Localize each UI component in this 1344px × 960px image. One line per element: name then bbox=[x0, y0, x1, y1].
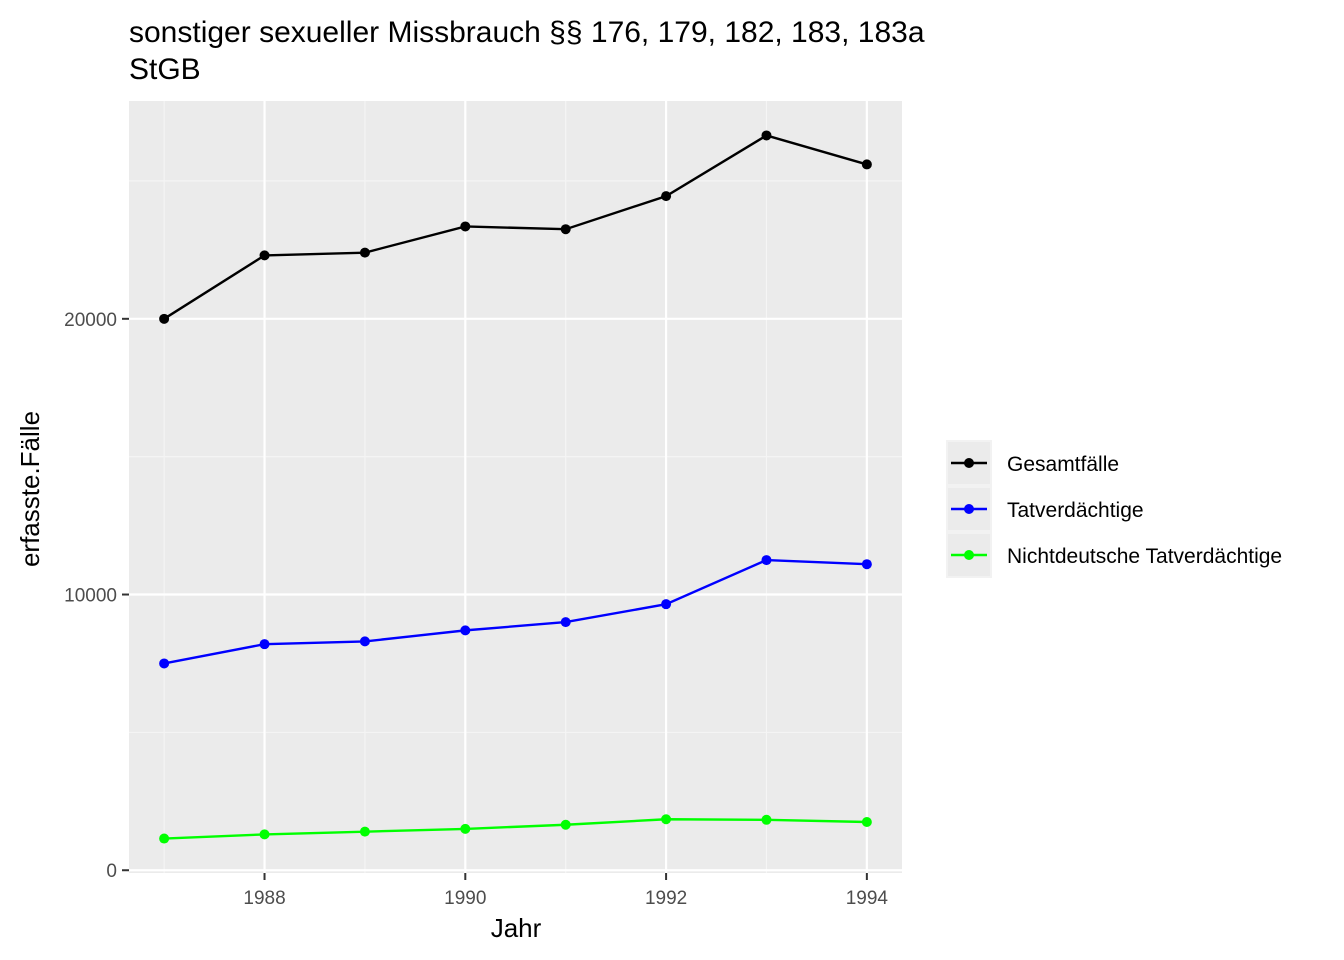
legend-label: Nichtdeutsche Tatverdächtige bbox=[1007, 545, 1282, 568]
series-line-1 bbox=[163, 558, 867, 665]
data-point bbox=[661, 191, 672, 202]
data-point bbox=[661, 814, 672, 825]
data-point bbox=[761, 130, 772, 141]
data-point bbox=[761, 555, 772, 566]
chart-title-line-2: StGB bbox=[129, 53, 201, 86]
data-point bbox=[159, 833, 170, 844]
tick-labels: 0 10000 20000 1988 1990 1992 1994 bbox=[64, 310, 888, 909]
series-line-2 bbox=[164, 818, 867, 840]
data-point bbox=[159, 658, 170, 669]
data-point bbox=[861, 816, 872, 827]
data-point bbox=[359, 636, 370, 647]
data-point bbox=[460, 625, 471, 636]
axis-ticks bbox=[122, 317, 868, 880]
y-tick-label: 20000 bbox=[64, 310, 117, 331]
data-point bbox=[861, 159, 872, 170]
data-point bbox=[259, 639, 270, 650]
legend-key-point bbox=[964, 458, 974, 468]
x-axis-title: Jahr bbox=[491, 913, 542, 943]
data-point bbox=[359, 247, 370, 258]
series-layer bbox=[159, 130, 872, 844]
legend: Gesamtfälle Tatverdächtige Nichtdeutsche T… bbox=[946, 440, 1282, 578]
y-tick-label: 0 bbox=[106, 861, 117, 882]
y-axis-title: erfasste.Fälle bbox=[15, 411, 45, 567]
data-point bbox=[159, 313, 170, 324]
y-tick-label: 10000 bbox=[64, 586, 117, 607]
series-line-0 bbox=[163, 134, 868, 320]
data-point bbox=[761, 814, 772, 825]
chart-title-line-1: sonstiger sexueller Missbrauch §§ 176, 1… bbox=[129, 16, 925, 49]
data-point bbox=[861, 559, 872, 570]
legend-label: Tatverdächtige bbox=[1007, 499, 1144, 522]
x-tick-label: 1988 bbox=[243, 888, 285, 909]
legend-label: Gesamtfälle bbox=[1007, 453, 1119, 476]
data-point bbox=[460, 823, 471, 834]
data-point bbox=[560, 819, 571, 830]
data-point bbox=[661, 599, 672, 610]
x-tick-label: 1992 bbox=[645, 888, 687, 909]
legend-key-point bbox=[964, 504, 974, 514]
plot-panel bbox=[129, 101, 902, 873]
x-tick-label: 1990 bbox=[444, 888, 486, 909]
data-point bbox=[560, 224, 571, 235]
data-point bbox=[259, 829, 270, 840]
data-point bbox=[560, 617, 571, 628]
legend-key-point bbox=[964, 550, 974, 560]
data-point bbox=[259, 250, 270, 261]
data-point bbox=[359, 826, 370, 837]
x-tick-label: 1994 bbox=[846, 888, 889, 909]
data-point bbox=[460, 221, 471, 232]
